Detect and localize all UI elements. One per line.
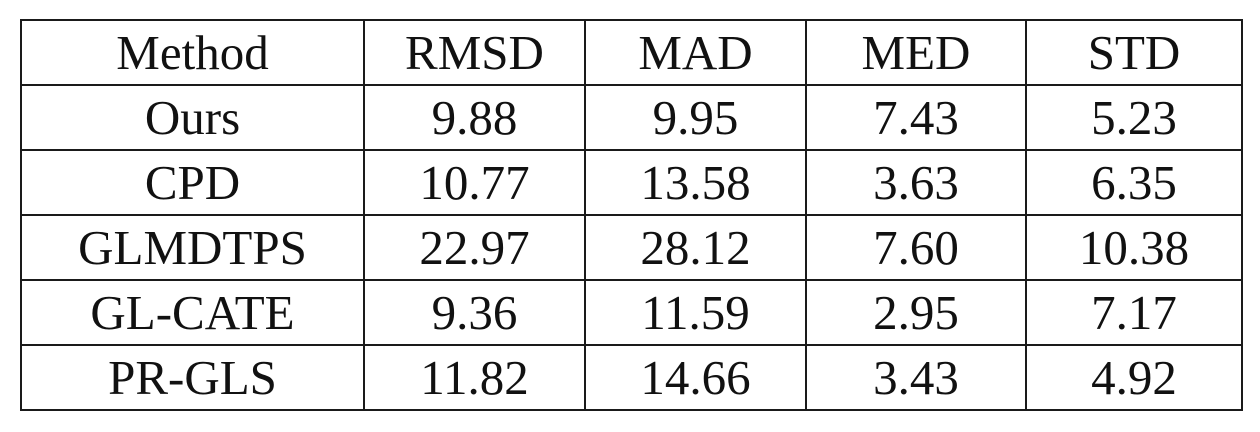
cell-rmsd: 9.88 <box>363 84 586 151</box>
cell-method: PR-GLS <box>20 344 365 411</box>
header-std: STD <box>1025 19 1243 86</box>
table-row: GL-CATE 9.36 11.59 2.95 7.17 <box>20 279 1243 346</box>
cell-mad: 9.95 <box>584 84 807 151</box>
cell-mad: 13.58 <box>584 149 807 216</box>
cell-rmsd: 11.82 <box>363 344 586 411</box>
table-row: CPD 10.77 13.58 3.63 6.35 <box>20 149 1243 216</box>
cell-std: 6.35 <box>1025 149 1243 216</box>
cell-method: GLMDTPS <box>20 214 365 281</box>
cell-med: 3.43 <box>805 344 1027 411</box>
cell-std: 7.17 <box>1025 279 1243 346</box>
cell-rmsd: 10.77 <box>363 149 586 216</box>
header-rmsd: RMSD <box>363 19 586 86</box>
table-row: Ours 9.88 9.95 7.43 5.23 <box>20 84 1243 151</box>
cell-rmsd: 22.97 <box>363 214 586 281</box>
table-row: PR-GLS 11.82 14.66 3.43 4.92 <box>20 344 1243 411</box>
results-table-container: Method RMSD MAD MED STD Ours 9.88 9.95 7… <box>20 19 1243 411</box>
cell-std: 10.38 <box>1025 214 1243 281</box>
cell-std: 5.23 <box>1025 84 1243 151</box>
cell-med: 7.60 <box>805 214 1027 281</box>
header-med: MED <box>805 19 1027 86</box>
header-mad: MAD <box>584 19 807 86</box>
cell-mad: 14.66 <box>584 344 807 411</box>
cell-method: GL-CATE <box>20 279 365 346</box>
cell-std: 4.92 <box>1025 344 1243 411</box>
cell-method: Ours <box>20 84 365 151</box>
cell-mad: 11.59 <box>584 279 807 346</box>
cell-rmsd: 9.36 <box>363 279 586 346</box>
cell-med: 7.43 <box>805 84 1027 151</box>
table-header-row: Method RMSD MAD MED STD <box>20 19 1243 86</box>
table-row: GLMDTPS 22.97 28.12 7.60 10.38 <box>20 214 1243 281</box>
cell-method: CPD <box>20 149 365 216</box>
results-table: Method RMSD MAD MED STD Ours 9.88 9.95 7… <box>20 19 1243 411</box>
cell-med: 2.95 <box>805 279 1027 346</box>
header-method: Method <box>20 19 365 86</box>
cell-med: 3.63 <box>805 149 1027 216</box>
cell-mad: 28.12 <box>584 214 807 281</box>
